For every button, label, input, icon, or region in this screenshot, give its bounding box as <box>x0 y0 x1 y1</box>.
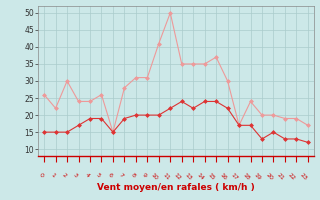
X-axis label: Vent moyen/en rafales ( km/h ): Vent moyen/en rafales ( km/h ) <box>97 183 255 192</box>
